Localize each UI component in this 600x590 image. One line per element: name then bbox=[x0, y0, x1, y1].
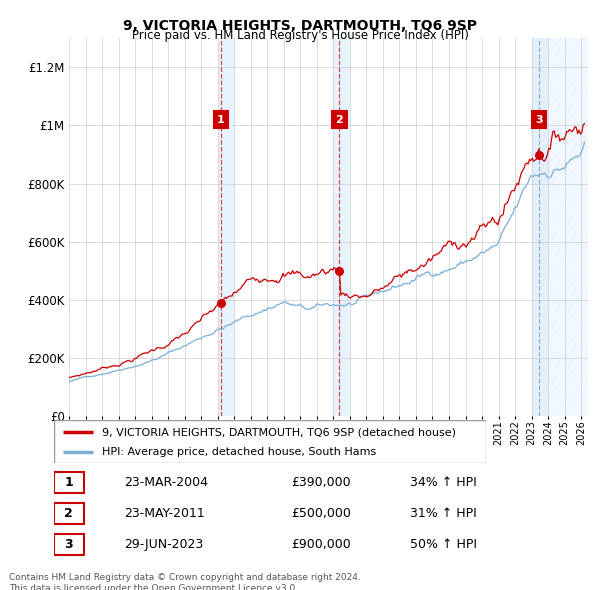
Text: 34% ↑ HPI: 34% ↑ HPI bbox=[410, 476, 477, 489]
Bar bbox=[532, 38, 588, 416]
Bar bbox=[218, 38, 234, 416]
Text: Price paid vs. HM Land Registry's House Price Index (HPI): Price paid vs. HM Land Registry's House … bbox=[131, 30, 469, 42]
Text: 1: 1 bbox=[64, 476, 73, 489]
Text: 50% ↑ HPI: 50% ↑ HPI bbox=[410, 538, 478, 551]
Text: 9, VICTORIA HEIGHTS, DARTMOUTH, TQ6 9SP (detached house): 9, VICTORIA HEIGHTS, DARTMOUTH, TQ6 9SP … bbox=[101, 427, 455, 437]
Text: 9, VICTORIA HEIGHTS, DARTMOUTH, TQ6 9SP: 9, VICTORIA HEIGHTS, DARTMOUTH, TQ6 9SP bbox=[123, 19, 477, 33]
Text: 3: 3 bbox=[535, 114, 543, 124]
Text: £500,000: £500,000 bbox=[292, 507, 352, 520]
FancyBboxPatch shape bbox=[54, 472, 84, 493]
FancyBboxPatch shape bbox=[54, 503, 84, 524]
Text: £900,000: £900,000 bbox=[292, 538, 352, 551]
Text: 23-MAR-2004: 23-MAR-2004 bbox=[124, 476, 208, 489]
Text: Contains HM Land Registry data © Crown copyright and database right 2024.
This d: Contains HM Land Registry data © Crown c… bbox=[9, 573, 361, 590]
Text: 2: 2 bbox=[64, 507, 73, 520]
Bar bbox=[532, 38, 548, 416]
Text: 29-JUN-2023: 29-JUN-2023 bbox=[124, 538, 203, 551]
Text: £390,000: £390,000 bbox=[292, 476, 351, 489]
Text: 23-MAY-2011: 23-MAY-2011 bbox=[124, 507, 205, 520]
Bar bbox=[334, 38, 350, 416]
Text: 1: 1 bbox=[217, 114, 225, 124]
Text: 3: 3 bbox=[65, 538, 73, 551]
Text: HPI: Average price, detached house, South Hams: HPI: Average price, detached house, Sout… bbox=[101, 447, 376, 457]
Text: 31% ↑ HPI: 31% ↑ HPI bbox=[410, 507, 477, 520]
Text: 2: 2 bbox=[335, 114, 343, 124]
FancyBboxPatch shape bbox=[54, 534, 84, 555]
